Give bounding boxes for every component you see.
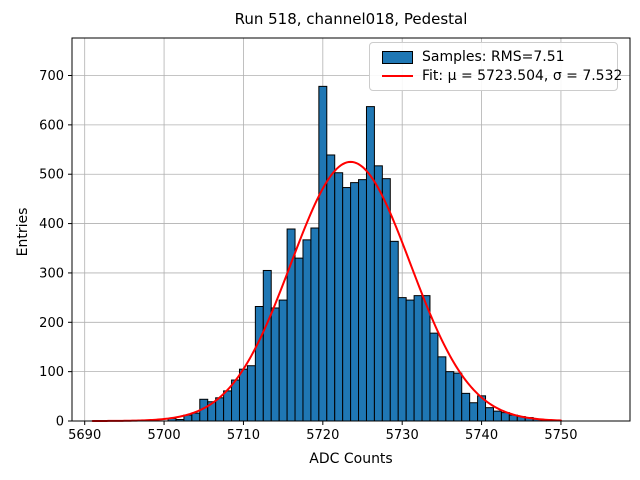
histogram-bar (342, 187, 352, 422)
histogram-bar (231, 379, 240, 422)
histogram-bar (413, 295, 423, 422)
histogram-bar (485, 407, 494, 422)
legend-samples-label: Samples: RMS=7.51 (422, 49, 565, 65)
histogram-bar (453, 372, 463, 422)
histogram-bar (397, 297, 407, 422)
histogram-bar (191, 412, 201, 422)
legend: Samples: RMS=7.51 Fit: μ = 5723.504, σ =… (369, 42, 622, 91)
histogram-bar (326, 154, 336, 422)
x-tick-label: 5690 (68, 428, 101, 443)
histogram-bar (215, 397, 225, 422)
histogram-bar (270, 307, 280, 422)
plot-frame (71, 37, 631, 422)
histogram-bar (358, 179, 367, 422)
legend-fit-label: Fit: μ = 5723.504, σ = 7.532 (422, 68, 623, 84)
x-tick-label: 5700 (148, 428, 181, 443)
histogram-bar (238, 368, 248, 422)
histogram-bar (405, 299, 415, 422)
histogram-bar (429, 332, 439, 422)
y-tick-label: 500 (39, 168, 64, 183)
histogram-bar (437, 356, 447, 422)
histogram-bar (334, 172, 344, 422)
histogram-bar (389, 240, 399, 422)
y-tick-label: 300 (39, 266, 64, 281)
histogram-bar (278, 299, 288, 422)
histogram-bar (492, 410, 502, 422)
y-tick-label: 200 (39, 316, 64, 331)
histogram-bar (373, 165, 383, 422)
y-tick-label: 0 (56, 415, 64, 430)
y-tick-label: 700 (39, 69, 64, 84)
chart-title: Run 518, channel018, Pedestal (234, 10, 468, 28)
histogram-bar (461, 392, 471, 422)
histogram-bar (469, 402, 479, 422)
histogram-bar (294, 257, 304, 422)
x-tick-label: 5710 (227, 428, 260, 443)
histogram-bar (318, 85, 328, 422)
histogram-bar (246, 365, 256, 422)
histogram-bar (350, 182, 360, 422)
y-tick-label: 400 (39, 217, 64, 232)
gaussian-fit-curve (91, 160, 562, 422)
fit-line-icon (382, 75, 413, 77)
histogram-bar (223, 390, 233, 422)
histogram-bar (445, 371, 455, 422)
x-axis-label: ADC Counts (309, 451, 393, 467)
histogram-bar (254, 305, 264, 422)
histogram-bar (302, 239, 312, 422)
y-tick-label: 600 (39, 118, 64, 133)
histogram-bar (262, 269, 272, 422)
histogram-bar (365, 106, 375, 422)
legend-item-samples: Samples: RMS=7.51 (382, 48, 607, 66)
samples-swatch-icon (382, 50, 413, 64)
y-tick-label: 100 (39, 365, 64, 380)
y-axis-label: Entries (15, 207, 31, 257)
x-tick-label: 5750 (544, 428, 577, 443)
legend-item-fit: Fit: μ = 5723.504, σ = 7.532 (382, 67, 622, 85)
x-tick-label: 5720 (306, 428, 339, 443)
histogram-bar (381, 178, 391, 422)
histogram-bar (310, 227, 320, 422)
x-tick-label: 5740 (465, 428, 498, 443)
x-tick-label: 5730 (386, 428, 419, 443)
histogram-bar (421, 295, 431, 422)
